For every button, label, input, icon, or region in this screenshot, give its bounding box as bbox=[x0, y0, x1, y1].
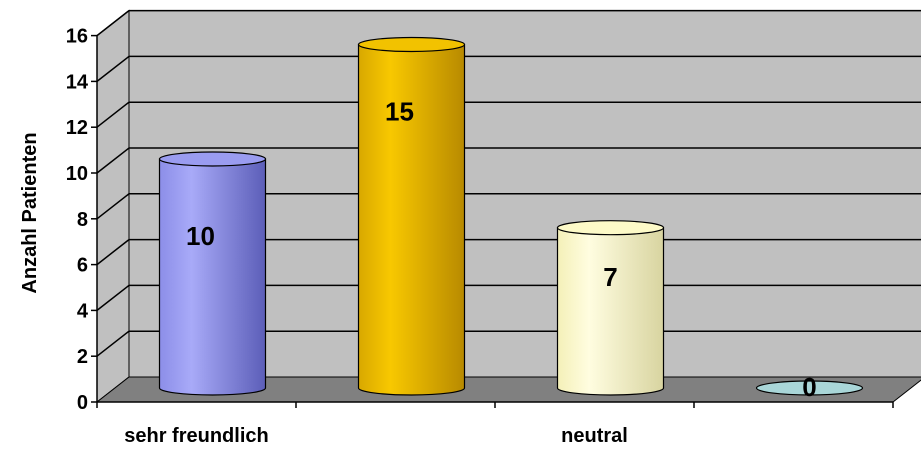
gridline bbox=[96, 101, 921, 128]
y-tick-label: 8 bbox=[77, 209, 88, 231]
y-axis-label: Anzahl Patienten bbox=[19, 132, 41, 293]
bar-body bbox=[357, 43, 466, 396]
y-tick-label: 16 bbox=[66, 26, 88, 48]
bar bbox=[357, 36, 466, 396]
y-tick-label: 4 bbox=[77, 300, 89, 322]
bar-body bbox=[556, 227, 665, 396]
data-label: 7 bbox=[603, 262, 617, 292]
data-label: 10 bbox=[186, 221, 215, 251]
y-tick-label: 0 bbox=[77, 392, 88, 414]
bar bbox=[556, 220, 665, 396]
x-tick-label: sehr freundlich bbox=[124, 425, 268, 447]
data-label: 0 bbox=[802, 372, 816, 402]
bar bbox=[158, 151, 267, 396]
gridline bbox=[96, 193, 921, 220]
gridline bbox=[96, 147, 921, 174]
y-tick-label: 14 bbox=[66, 71, 89, 93]
data-label: 15 bbox=[385, 97, 414, 127]
bar-top bbox=[357, 36, 466, 53]
bar-body bbox=[158, 158, 267, 396]
x-tick-label: neutral bbox=[561, 425, 628, 447]
bar-top bbox=[556, 220, 665, 236]
y-tick-label: 10 bbox=[66, 163, 88, 185]
y-tick-label: 2 bbox=[77, 346, 88, 368]
gridline bbox=[96, 55, 921, 82]
y-tick-label: 6 bbox=[77, 255, 88, 277]
y-tick-label: 12 bbox=[66, 117, 88, 139]
gridline bbox=[96, 9, 921, 37]
data-labels: 10 15 7 0 bbox=[186, 97, 817, 403]
bar-top bbox=[755, 380, 864, 396]
bar bbox=[755, 380, 864, 396]
bar-top bbox=[158, 151, 267, 167]
axes: 0 2 4 6 8 10 12 14 16 sehr freundlich neutral bbox=[66, 26, 894, 447]
bars bbox=[158, 36, 864, 396]
